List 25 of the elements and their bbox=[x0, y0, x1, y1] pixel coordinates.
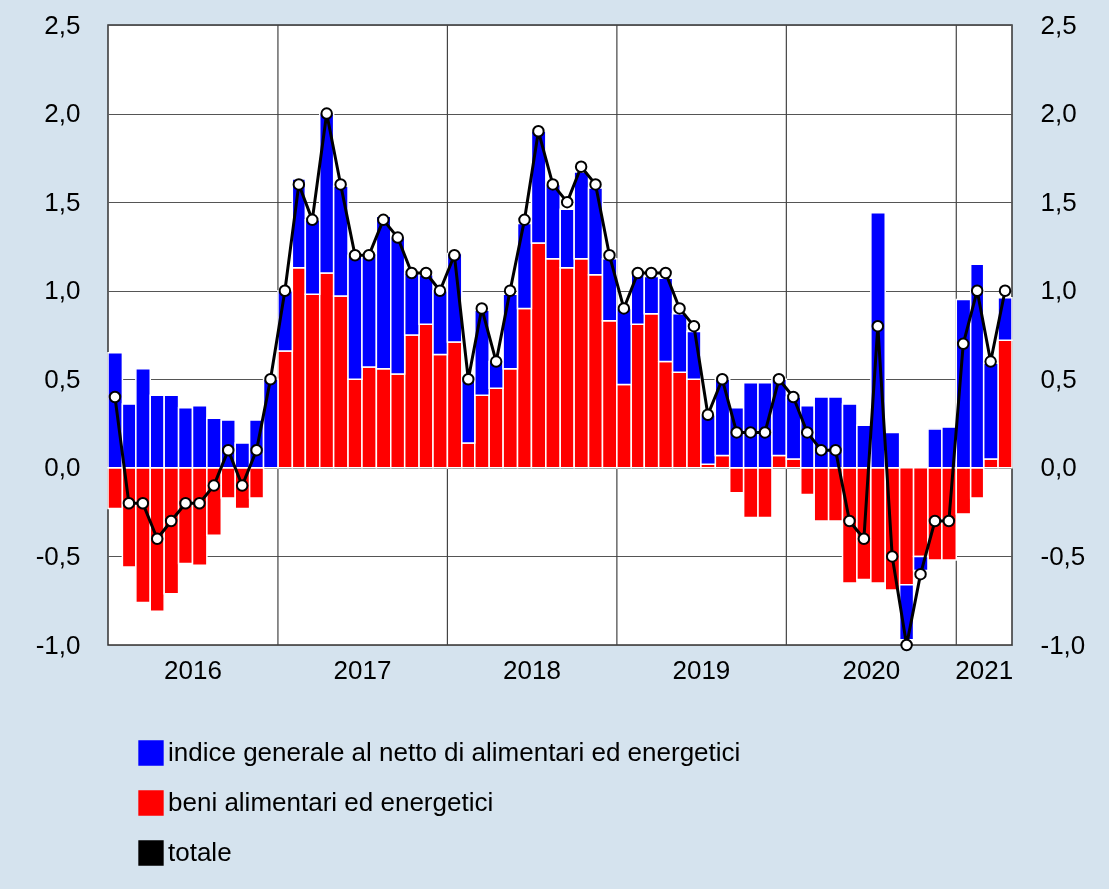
x-tick-label: 2019 bbox=[672, 654, 731, 685]
y-tick-label: 1,5 bbox=[44, 186, 81, 217]
y2-tick-label: -0,5 bbox=[1040, 540, 1086, 571]
y2-tick-label: 2,5 bbox=[1040, 9, 1077, 40]
y-tick-label: -1,0 bbox=[35, 629, 81, 660]
y-tick-label: 1,0 bbox=[44, 275, 81, 306]
x-tick-label: 2021 bbox=[955, 654, 1014, 685]
y-tick-label: 0,5 bbox=[44, 363, 81, 394]
y-tick-label: 2,0 bbox=[44, 98, 81, 129]
legend-label: totale bbox=[168, 837, 232, 867]
y-tick-label: 0,0 bbox=[44, 452, 81, 483]
x-tick-label: 2020 bbox=[842, 654, 901, 685]
x-tick-label: 2016 bbox=[164, 654, 222, 685]
y2-tick-label: 1,0 bbox=[1040, 275, 1077, 306]
y-tick-label: 2,5 bbox=[44, 9, 81, 40]
legend-label: indice generale al netto di alimentari ed energetici bbox=[168, 737, 741, 767]
y2-tick-label: 0,0 bbox=[1040, 452, 1077, 483]
y2-tick-label: 1,5 bbox=[1040, 186, 1077, 217]
y2-tick-label: -1,0 bbox=[1040, 629, 1086, 660]
y-tick-label: -0,5 bbox=[35, 540, 81, 571]
x-tick-label: 2018 bbox=[503, 654, 561, 685]
y2-tick-label: 2,0 bbox=[1040, 98, 1077, 129]
x-tick-label: 2017 bbox=[333, 654, 392, 685]
y2-tick-label: 0,5 bbox=[1040, 363, 1077, 394]
legend-label: beni alimentari ed energetici bbox=[168, 787, 494, 817]
